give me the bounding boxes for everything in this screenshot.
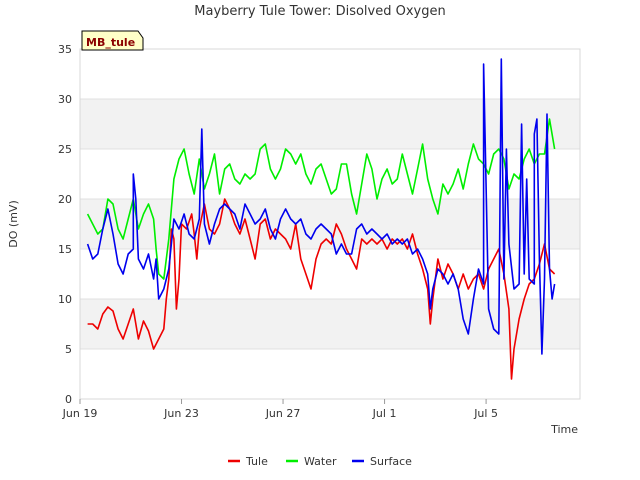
- band-25: [80, 99, 580, 149]
- band-15: [80, 199, 580, 249]
- x-tick-label: Jun 23: [163, 407, 199, 420]
- plot-frame: [79, 48, 581, 400]
- axes: 0 5 10 15 20 25 30 35 Jun 19 Jun 23 Jun 27 Jul 1 Jul…: [58, 43, 498, 420]
- legend-label-water: Water: [304, 455, 337, 468]
- y-tick-label: 25: [58, 143, 72, 156]
- x-tick-label: Jul 1: [372, 407, 397, 420]
- station-badge-label: MB_tule: [86, 36, 135, 49]
- series-line-surface: [86, 58, 556, 355]
- station-badge: MB_tule: [81, 30, 144, 51]
- x-tick-label: Jun 27: [265, 407, 301, 420]
- y-tick-label: 35: [58, 43, 72, 56]
- series-layer: [86, 58, 556, 380]
- x-tick-label: Jul 5: [473, 407, 498, 420]
- y-tick-label: 0: [65, 393, 72, 406]
- legend-label-surface: Surface: [370, 455, 412, 468]
- band-5: [80, 299, 580, 349]
- x-axis-label: Time: [550, 423, 578, 436]
- y-tick-label: 20: [58, 193, 72, 206]
- background-bands: [80, 99, 580, 349]
- station-badge-box: [81, 30, 144, 51]
- chart-title: Mayberry Tule Tower: Disolved Oxygen: [194, 4, 445, 19]
- y-axis-label: DO (mV): [7, 200, 20, 247]
- series-line-water: [86, 118, 556, 280]
- y-tick-label: 15: [58, 243, 72, 256]
- y-tick-label: 30: [58, 93, 72, 106]
- legend-label-tule: Tule: [245, 455, 268, 468]
- legend: Tule Water Surface: [228, 455, 412, 468]
- x-tick-label: Jun 19: [62, 407, 98, 420]
- y-tick-label: 5: [65, 343, 72, 356]
- y-tick-label: 10: [58, 293, 72, 306]
- series-line-tule: [87, 198, 556, 380]
